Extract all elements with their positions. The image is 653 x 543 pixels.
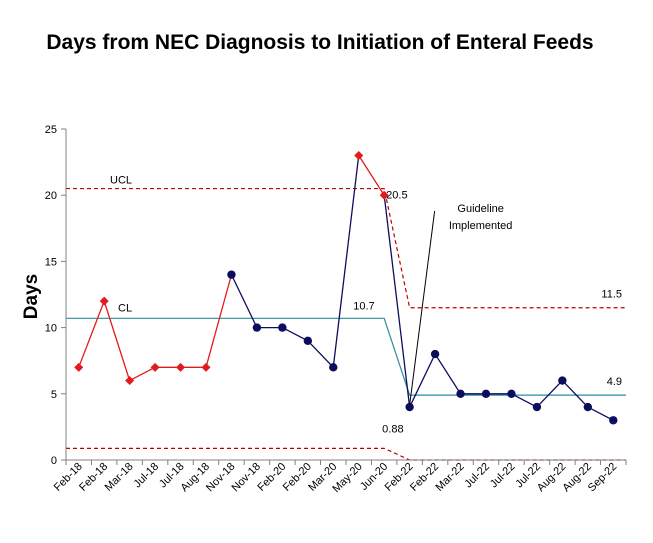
data-point (201, 362, 211, 372)
data-point (583, 402, 593, 412)
ucl-value-after: 11.5 (601, 289, 622, 301)
series-segment (78, 300, 105, 368)
series-segment (332, 155, 360, 368)
control-limits (66, 187, 626, 461)
axes (61, 128, 627, 465)
chart-title: Days from NEC Diagnosis to Initiation of… (46, 31, 594, 54)
data-point (329, 363, 338, 372)
series-segment (383, 195, 411, 408)
y-axis-label: Days (21, 274, 42, 319)
series-segment (103, 300, 131, 381)
ucl-line (66, 187, 626, 309)
data-point (99, 296, 109, 306)
data-point (150, 362, 160, 372)
data-point (405, 402, 414, 412)
y-tick-label: 20 (45, 190, 57, 202)
y-tick-label: 10 (45, 323, 57, 335)
data-point (430, 349, 440, 359)
ucl-label: UCL (110, 175, 132, 187)
cl-value-after: 4.9 (607, 376, 622, 388)
data-point (507, 389, 516, 398)
data-point (74, 362, 84, 372)
lcl-line (66, 447, 626, 461)
series-segment (307, 340, 334, 368)
cl-label: CL (118, 302, 132, 314)
series-segment (536, 380, 563, 408)
data-point (456, 389, 465, 398)
x-tick-label: Mar-18 (103, 461, 136, 494)
annotation-line1: Guideline (457, 203, 503, 215)
cl-line (66, 317, 626, 396)
series-segment (434, 353, 462, 395)
x-tick-label: Jul-22 (462, 461, 492, 491)
annotation-pointer (409, 210, 436, 406)
series-segment (561, 380, 589, 408)
data-point (252, 323, 262, 332)
ucl-value-before: 20.5 (386, 190, 407, 202)
data-point (176, 362, 186, 372)
cl-value-before: 10.7 (353, 300, 374, 312)
series-segment (205, 274, 233, 368)
series-segment (511, 393, 538, 408)
series-segment (358, 155, 385, 196)
y-tick-label: 0 (51, 455, 57, 467)
series-segment (129, 366, 156, 382)
data-point (558, 376, 567, 385)
data-point (278, 323, 287, 332)
data-point (125, 376, 135, 386)
data-point (227, 270, 236, 279)
y-tick-label: 25 (45, 124, 57, 136)
data-point (609, 416, 618, 425)
series-segment (587, 406, 614, 421)
series-segment (230, 274, 258, 328)
data-series (74, 150, 618, 425)
data-point (532, 402, 542, 412)
x-tick-label: Sep-22 (586, 461, 620, 495)
x-tick-label: Jul-22 (488, 461, 518, 491)
data-point (354, 150, 364, 160)
chart-labels: 0510152025Feb-18Feb-18Mar-18Jul-18Jul-18… (45, 124, 622, 495)
y-tick-label: 15 (45, 256, 57, 268)
data-point (303, 336, 313, 346)
annotation-line2: Implemented (449, 220, 513, 232)
series-segment (409, 353, 436, 408)
data-point (379, 190, 389, 200)
x-tick-label: Mar-22 (434, 461, 467, 494)
y-tick-label: 5 (51, 389, 57, 401)
data-point (481, 389, 491, 398)
x-tick-label: Jul-18 (132, 461, 162, 491)
lcl-value-before: 0.88 (382, 423, 403, 435)
series-segment (282, 327, 309, 342)
